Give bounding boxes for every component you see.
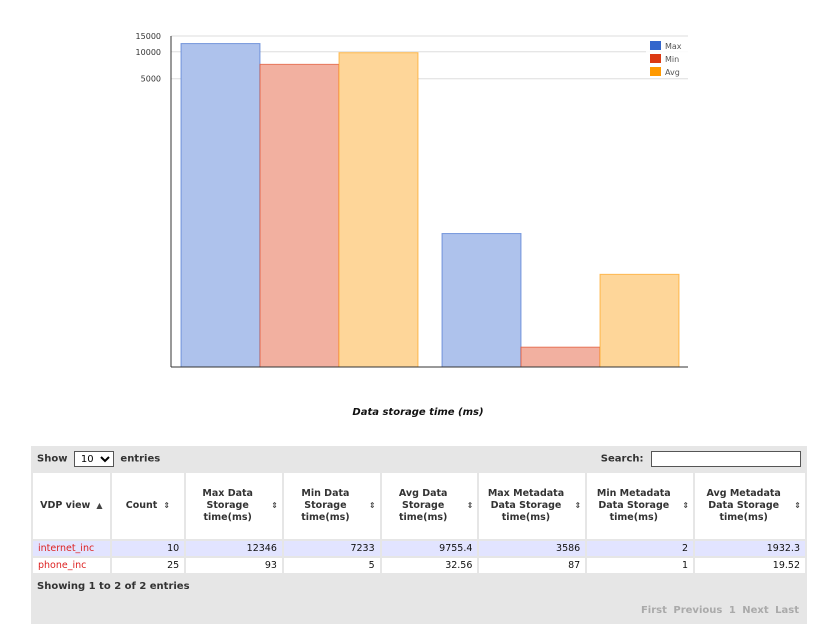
entries-label: entries <box>120 453 161 465</box>
pagination-first[interactable]: First <box>640 605 667 616</box>
col-label: VDP view <box>40 500 91 511</box>
legend-swatch-min <box>650 54 661 63</box>
legend-swatch-max <box>650 41 661 50</box>
col-label: Min Metadata Data Storage time(ms) <box>596 488 671 523</box>
col-min-data-storage[interactable]: Min Data Storage time(ms) ⇕ <box>283 473 380 539</box>
sort-both-icon: ⇕ <box>368 501 376 510</box>
header-row: VDP view ▲ Count ⇕ Max Data Storage time(m… <box>33 473 805 539</box>
col-label: Count <box>125 500 158 511</box>
pagination: First Previous 1 Next Last <box>638 605 799 616</box>
chart-legend: Max Min Avg <box>646 38 688 78</box>
bar-avg-internet_inc[interactable] <box>338 52 419 368</box>
sort-both-icon: ⇕ <box>794 501 801 510</box>
cell-count: 25 <box>111 558 185 573</box>
col-label: Min Data Storage time(ms) <box>301 488 350 523</box>
cell-count: 10 <box>111 541 185 556</box>
cell-min-metadata: 2 <box>587 541 694 556</box>
pagination-last[interactable]: Last <box>775 605 799 616</box>
sort-both-icon: ⇕ <box>163 501 171 510</box>
col-label: Avg Metadata Data Storage time(ms) <box>706 488 781 523</box>
cell-max-metadata: 87 <box>479 558 586 573</box>
col-avg-data-storage[interactable]: Avg Data Storage time(ms) ⇕ <box>381 473 478 539</box>
table-controls: Show 10 entries Search: <box>31 446 807 472</box>
bar-max-phone_inc[interactable] <box>441 233 522 368</box>
table-row: phone_inc 25 93 5 32.56 87 1 19.52 <box>33 558 805 573</box>
cell-vdp-view: phone_inc <box>33 558 110 573</box>
table-info: Showing 1 to 2 of 2 entries <box>37 581 190 592</box>
length-control: Show 10 entries <box>37 451 160 467</box>
col-label: Max Data Storage time(ms) <box>202 488 253 523</box>
chart-title: Data storage time (ms) <box>352 407 483 418</box>
bar-min-phone_inc[interactable] <box>520 346 601 368</box>
cell-max-data: 93 <box>186 558 282 573</box>
col-vdp-view[interactable]: VDP view ▲ <box>33 473 110 539</box>
legend-swatch-avg <box>650 67 661 76</box>
cell-max-metadata: 3586 <box>479 541 586 556</box>
sort-both-icon: ⇕ <box>574 501 582 510</box>
col-max-data-storage[interactable]: Max Data Storage time(ms) ⇕ <box>186 473 282 539</box>
pagination-previous[interactable]: Previous <box>673 605 723 616</box>
legend-label-avg: Avg <box>665 68 680 77</box>
search-control: Search: <box>601 451 801 467</box>
sort-asc-icon: ▲ <box>96 501 103 510</box>
cell-avg-data: 32.56 <box>381 558 478 573</box>
legend-label-min: Min <box>665 55 679 64</box>
search-label: Search: <box>600 453 644 465</box>
col-count[interactable]: Count ⇕ <box>111 473 185 539</box>
bar-max-internet_inc[interactable] <box>180 43 261 368</box>
y-tick-label: 10000 <box>136 48 161 57</box>
data-storage-chart: 15000 10000 5000 Max Min Avg Data storage ti… <box>136 32 688 418</box>
cell-avg-metadata: 19.52 <box>695 558 805 573</box>
col-avg-metadata-storage[interactable]: Avg Metadata Data Storage time(ms) ⇕ <box>695 473 805 539</box>
col-max-metadata-storage[interactable]: Max Metadata Data Storage time(ms) ⇕ <box>479 473 586 539</box>
pagination-page[interactable]: 1 <box>728 605 736 616</box>
show-label: Show <box>37 453 68 465</box>
cell-vdp-view: internet_inc <box>33 541 110 556</box>
cell-min-data: 7233 <box>283 541 380 556</box>
col-label: Max Metadata Data Storage time(ms) <box>487 488 565 523</box>
cell-avg-metadata: 1932.3 <box>695 541 805 556</box>
bar-min-internet_inc[interactable] <box>259 63 340 368</box>
y-tick-label: 15000 <box>136 32 161 41</box>
cell-min-metadata: 1 <box>587 558 694 573</box>
cell-avg-data: 9755.4 <box>381 541 478 556</box>
legend-label-max: Max <box>665 42 682 51</box>
results-table: VDP view ▲ Count ⇕ Max Data Storage time(m… <box>31 471 807 575</box>
col-min-metadata-storage[interactable]: Min Metadata Data Storage time(ms) ⇕ <box>587 473 694 539</box>
pagination-next[interactable]: Next <box>742 605 769 616</box>
bar-avg-phone_inc[interactable] <box>599 273 680 368</box>
search-input[interactable] <box>651 451 801 467</box>
table-row: internet_inc 10 12346 7233 9755.4 3586 2… <box>33 541 805 556</box>
sort-both-icon: ⇕ <box>682 501 690 510</box>
col-label: Avg Data Storage time(ms) <box>398 488 448 523</box>
cell-min-data: 5 <box>283 558 380 573</box>
sort-both-icon: ⇕ <box>466 501 474 510</box>
entries-select[interactable]: 10 <box>73 451 114 467</box>
sort-both-icon: ⇕ <box>271 501 278 510</box>
data-table-wrapper: Show 10 entries Search: VDP view ▲ Count ⇕… <box>31 446 807 624</box>
y-tick-label: 5000 <box>141 75 161 84</box>
cell-max-data: 12346 <box>186 541 282 556</box>
